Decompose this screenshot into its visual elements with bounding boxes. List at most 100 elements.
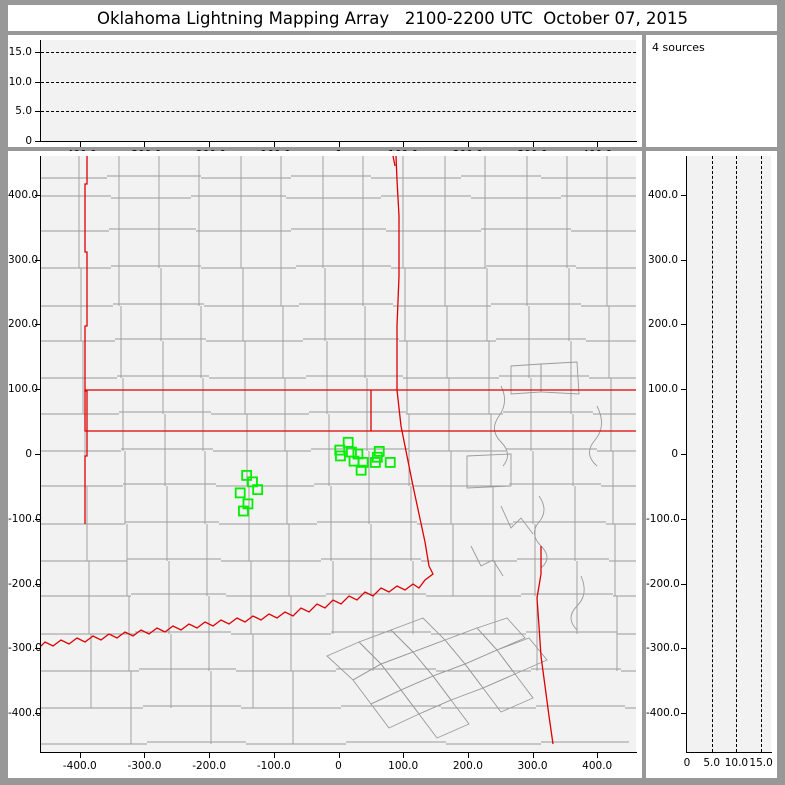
altitude-vs-north-x-axis — [686, 752, 772, 753]
map-x-ticklabel: 200.0 — [452, 760, 483, 772]
sources-info-panel: 4 sources — [646, 35, 777, 147]
altitude-vs-east-y-tick — [35, 51, 41, 53]
vhf-source-marker[interactable] — [241, 469, 253, 481]
altitude-vs-east-y-ticklabel: 0 — [25, 135, 32, 147]
altitude-vs-east-panel[interactable]: 05.010.015.0-400.0-300.0-200.0-100.00100… — [8, 35, 642, 161]
map-x-tick — [532, 753, 534, 758]
map-x-axis — [40, 752, 637, 753]
altitude-vs-east-x-tick — [532, 142, 534, 147]
altitude-vs-north-y-ticklabel: 300.0 — [647, 253, 678, 266]
vhf-source-marker[interactable] — [252, 484, 264, 496]
altitude-vs-north-y-ticklabel: -200.0 — [646, 577, 680, 590]
altitude-vs-east-x-tick — [144, 142, 146, 147]
map-x-ticklabel: -400.0 — [62, 760, 97, 772]
altitude-vs-north-plot-area[interactable] — [687, 156, 771, 752]
altitude-vs-north-y-tick — [681, 518, 687, 520]
altitude-vs-north-y-ticklabel: 400.0 — [647, 188, 678, 201]
vhf-source-marker[interactable] — [357, 457, 369, 468]
map-y-tick — [35, 389, 41, 391]
map-y-tick — [35, 454, 41, 455]
altitude-vs-east-y-tick — [35, 111, 41, 113]
altitude-vs-east-x-tick — [338, 142, 340, 147]
map-y-tick — [35, 194, 41, 196]
altitude-vs-north-y-tick — [681, 454, 687, 455]
altitude-vs-north-y-ticklabel: 200.0 — [647, 318, 678, 331]
altitude-vs-north-y-tick — [681, 648, 687, 650]
vhf-source-markers[interactable] — [234, 436, 396, 517]
map-x-ticklabel: 100.0 — [388, 760, 419, 772]
altitude-vs-north-gridline — [711, 156, 713, 752]
altitude-vs-north-y-ticklabel: -300.0 — [646, 642, 680, 655]
altitude-vs-north-gridline — [736, 156, 738, 752]
map-y-ticklabel: 0 — [25, 448, 32, 460]
map-x-ticklabel: -100.0 — [256, 760, 291, 772]
map-y-tick — [35, 583, 41, 585]
map-x-tick — [79, 753, 81, 758]
altitude-vs-north-y-ticklabel: 100.0 — [647, 383, 678, 396]
map-y-ticklabel: 300.0 — [8, 253, 39, 266]
altitude-vs-east-y-tick — [35, 81, 41, 83]
vhf-source-marker[interactable] — [384, 457, 396, 468]
map-x-tick — [403, 753, 405, 758]
vhf-source-marker[interactable] — [238, 505, 249, 517]
map-y-tick — [35, 259, 41, 261]
map-x-ticklabel: 400.0 — [582, 760, 613, 772]
altitude-vs-east-x-tick — [467, 142, 469, 147]
vhf-source-marker[interactable] — [369, 457, 381, 468]
vhf-source-marker[interactable] — [334, 444, 346, 456]
state-boundaries — [41, 156, 636, 745]
map-y-ticklabel: -400.0 — [8, 707, 42, 720]
altitude-vs-east-gridline — [41, 51, 636, 53]
altitude-vs-east-gridline — [41, 111, 636, 113]
altitude-vs-north-y-ticklabel: -400.0 — [646, 707, 680, 720]
source-count-label: 4 sources — [652, 41, 705, 54]
altitude-vs-east-y-tick — [35, 141, 41, 142]
altitude-vs-east-plot-area[interactable] — [41, 40, 636, 141]
map-x-tick — [144, 753, 146, 758]
plan-view-plot-area[interactable] — [41, 156, 636, 752]
map-x-ticklabel: -200.0 — [192, 760, 227, 772]
altitude-vs-north-x-ticklabel: 0 — [683, 757, 691, 769]
map-y-ticklabel: -100.0 — [8, 512, 42, 525]
altitude-vs-east-x-tick — [273, 142, 275, 147]
map-y-tick — [35, 324, 41, 326]
map-x-ticklabel: 0 — [335, 760, 342, 772]
map-x-tick — [273, 753, 275, 758]
map-graphics — [41, 156, 636, 745]
altitude-vs-east-y-axis — [40, 40, 41, 142]
altitude-vs-east-x-tick — [209, 142, 211, 147]
map-y-ticklabel: 100.0 — [8, 383, 39, 396]
plan-view-map-panel[interactable]: -400.0 -300.0 -200.0 -100.0 0 100.0 200.0 300.0… — [8, 151, 642, 778]
map-x-tick — [338, 753, 340, 758]
altitude-vs-north-x-ticklabel: 5.0 — [703, 757, 721, 769]
vhf-source-marker[interactable] — [373, 446, 385, 457]
altitude-vs-east-y-ticklabel: 5.0 — [15, 105, 32, 118]
altitude-vs-east-y-ticklabel: 10.0 — [8, 75, 32, 88]
map-y-ticklabel: -200.0 — [8, 577, 42, 590]
map-y-tick — [35, 518, 41, 520]
vhf-source-marker[interactable] — [335, 450, 346, 462]
map-x-ticklabel: 300.0 — [517, 760, 548, 772]
altitude-vs-east-gridline — [41, 81, 636, 83]
altitude-vs-north-x-ticklabel: 15.0 — [749, 757, 773, 769]
altitude-vs-east-x-tick — [403, 142, 405, 147]
map-y-ticklabel: -300.0 — [8, 642, 42, 655]
altitude-vs-north-y-tick — [681, 259, 687, 261]
altitude-vs-north-y-ticklabel: -100.0 — [646, 512, 680, 525]
map-y-tick — [35, 648, 41, 650]
altitude-vs-north-gridline — [761, 156, 763, 752]
vhf-source-marker[interactable] — [355, 464, 367, 476]
altitude-vs-north-x-ticklabel: 10.0 — [724, 757, 749, 769]
map-y-ticklabel: 400.0 — [8, 188, 39, 201]
county-boundaries — [41, 156, 636, 745]
altitude-vs-east-y-ticklabel: 15.0 — [8, 45, 32, 58]
altitude-vs-east-x-tick — [79, 142, 81, 147]
altitude-vs-north-y-tick — [681, 389, 687, 391]
altitude-vs-north-y-ticklabel: 0 — [671, 448, 678, 460]
title-bar: Oklahoma Lightning Mapping Array 2100-22… — [8, 5, 777, 31]
altitude-vs-north-panel[interactable]: -400.0 -300.0 -200.0 -100.0 0 100.0 200.0 300.0… — [646, 151, 777, 778]
map-x-tick — [467, 753, 469, 758]
altitude-vs-north-y-tick — [681, 583, 687, 585]
vhf-source-marker[interactable] — [234, 487, 246, 499]
map-x-tick — [597, 753, 599, 758]
